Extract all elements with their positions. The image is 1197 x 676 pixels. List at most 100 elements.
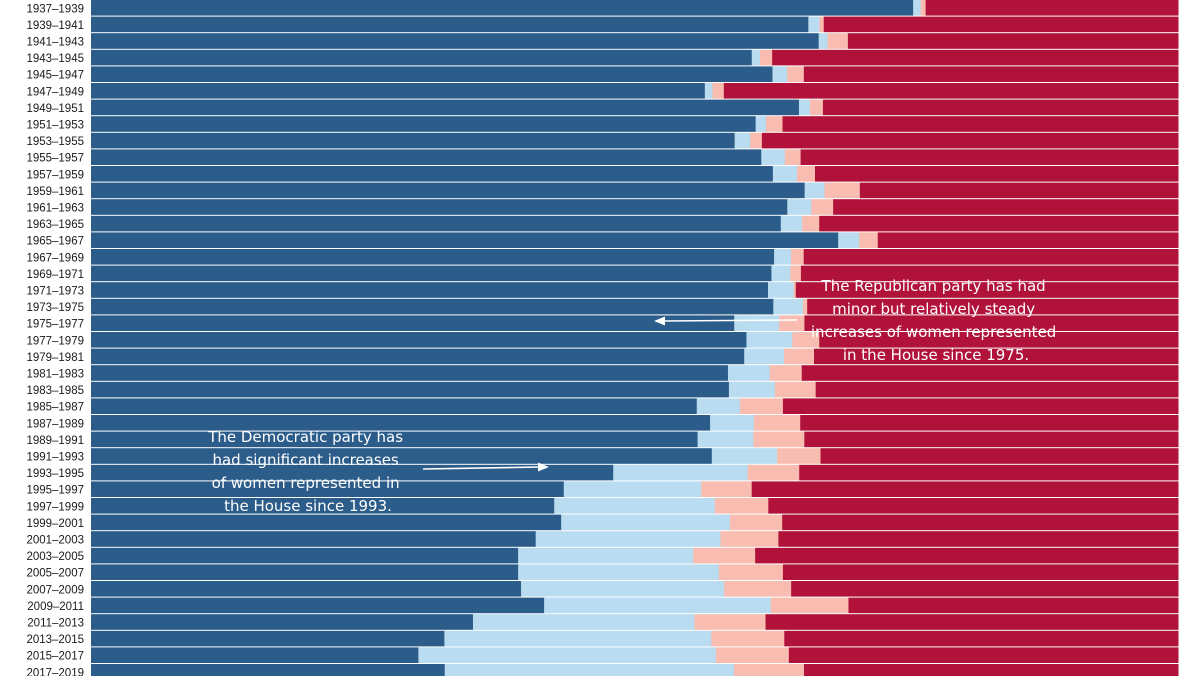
- rep-women-bar: [784, 348, 815, 365]
- rep-men-bar: [833, 199, 1179, 215]
- rep-women-bar: [859, 232, 879, 248]
- rep-men-bar: [819, 215, 1179, 232]
- dem-women-bar: [913, 0, 922, 16]
- rep-men-bar: [800, 415, 1179, 431]
- year-label: 2011–2013: [27, 618, 84, 630]
- year-label: 1939–1941: [26, 20, 84, 32]
- dem-men-bar: [91, 664, 446, 676]
- rep-women-bar: [809, 99, 824, 116]
- dem-women-bar: [734, 132, 751, 149]
- rep-women-bar: [792, 332, 820, 348]
- dem-men-bar: [91, 315, 735, 331]
- dem-women-bar: [761, 149, 786, 165]
- dem-women-bar: [711, 448, 778, 464]
- dem-women-bar: [697, 431, 754, 448]
- year-label: 1979–1981: [26, 352, 84, 364]
- democratic-annotation-arrow: [422, 462, 549, 472]
- dem-men-bar: [91, 498, 555, 514]
- rep-women-bar: [802, 298, 808, 315]
- dem-men-bar: [91, 99, 800, 116]
- rep-women-bar: [802, 215, 820, 232]
- year-label: 2005–2007: [26, 568, 84, 580]
- dem-men-bar: [91, 332, 747, 348]
- dem-women-bar: [518, 564, 720, 580]
- dem-men-bar: [91, 215, 782, 232]
- dem-men-bar: [91, 415, 711, 431]
- dem-men-bar: [91, 232, 839, 248]
- dem-men-bar: [91, 265, 772, 282]
- year-label: 1975–1977: [26, 319, 84, 331]
- dem-men-bar: [91, 514, 562, 531]
- rep-men-bar: [804, 315, 1179, 331]
- dem-men-bar: [91, 431, 699, 448]
- rep-women-bar: [779, 315, 805, 331]
- rep-men-bar: [755, 547, 1179, 564]
- rep-women-bar: [747, 464, 800, 481]
- year-label: 1997–1999: [26, 501, 84, 513]
- democratic-annotation-line-2: had significant increases: [212, 451, 398, 469]
- rep-women-bar: [774, 381, 817, 398]
- rep-men-bar: [804, 431, 1179, 448]
- republican-annotation-line-3: increases of women represented: [811, 323, 1056, 341]
- year-label: 2003–2005: [26, 551, 84, 563]
- rep-men-bar: [925, 0, 1179, 16]
- year-labels: 1937–1939 1939–1941 1941–1943 1943–1945 1945…: [26, 3, 84, 676]
- dem-women-bar: [771, 265, 791, 282]
- dem-women-bar: [704, 83, 713, 99]
- dem-men-bar: [91, 597, 545, 614]
- year-label: 1971–1973: [26, 286, 84, 298]
- rep-women-bar: [712, 83, 725, 99]
- rep-women-bar: [718, 564, 784, 580]
- rep-women-bar: [824, 182, 861, 199]
- rep-men-bar: [803, 249, 1179, 265]
- year-label: 1959–1961: [26, 186, 84, 198]
- republican-annotation: The Republican party has had minor but r…: [654, 277, 1056, 364]
- rep-men-bar: [788, 647, 1179, 663]
- dem-men-bar: [91, 348, 745, 365]
- dem-men-bar: [91, 381, 730, 398]
- dem-men-bar: [91, 166, 774, 182]
- rep-men-bar: [822, 99, 1179, 116]
- rep-men-bar: [778, 531, 1179, 547]
- dem-women-bar: [613, 464, 749, 481]
- rep-men-bar: [814, 348, 1179, 365]
- rep-women-bar: [711, 630, 785, 647]
- dem-women-bar: [787, 199, 812, 215]
- rep-women-bar: [733, 664, 805, 676]
- rep-men-bar: [815, 166, 1179, 182]
- rep-men-bar: [799, 464, 1179, 481]
- democratic-annotation: The Democratic party has had significant…: [207, 428, 549, 515]
- rep-women-bar: [796, 166, 816, 182]
- year-label: 1949–1951: [26, 103, 84, 115]
- dem-men-bar: [91, 647, 419, 663]
- rep-women-bar: [701, 481, 753, 497]
- year-label: 1983–1985: [26, 385, 84, 397]
- dem-men-bar: [91, 531, 537, 547]
- year-label: 1951–1953: [26, 120, 84, 132]
- dem-women-bar: [767, 282, 795, 298]
- dem-women-bar: [696, 398, 741, 414]
- year-label: 1965–1967: [26, 236, 84, 248]
- dem-men-bar: [91, 132, 736, 149]
- rep-men-bar: [848, 597, 1179, 614]
- year-label: 2001–2003: [26, 535, 84, 547]
- dem-women-bar: [772, 166, 798, 182]
- rep-women-bar: [827, 33, 849, 49]
- dem-women-bar: [755, 116, 767, 132]
- year-label: 2009–2011: [27, 601, 84, 613]
- dem-women-bar: [710, 415, 755, 431]
- rep-women-bar: [753, 431, 805, 448]
- dem-women-bar: [780, 215, 803, 232]
- year-label: 1961–1963: [26, 203, 84, 215]
- rep-men-bar: [772, 49, 1179, 66]
- rep-men-bar: [723, 83, 1179, 99]
- rep-women-bar: [777, 448, 821, 464]
- rep-women-bar: [787, 66, 805, 82]
- rep-men-bar: [782, 564, 1179, 580]
- rep-men-bar: [823, 16, 1179, 33]
- rep-men-bar: [801, 365, 1179, 381]
- rep-women-bar: [714, 498, 769, 514]
- dem-men-bar: [91, 0, 914, 16]
- year-label: 2007–2009: [26, 584, 84, 596]
- rep-women-bar: [765, 116, 784, 132]
